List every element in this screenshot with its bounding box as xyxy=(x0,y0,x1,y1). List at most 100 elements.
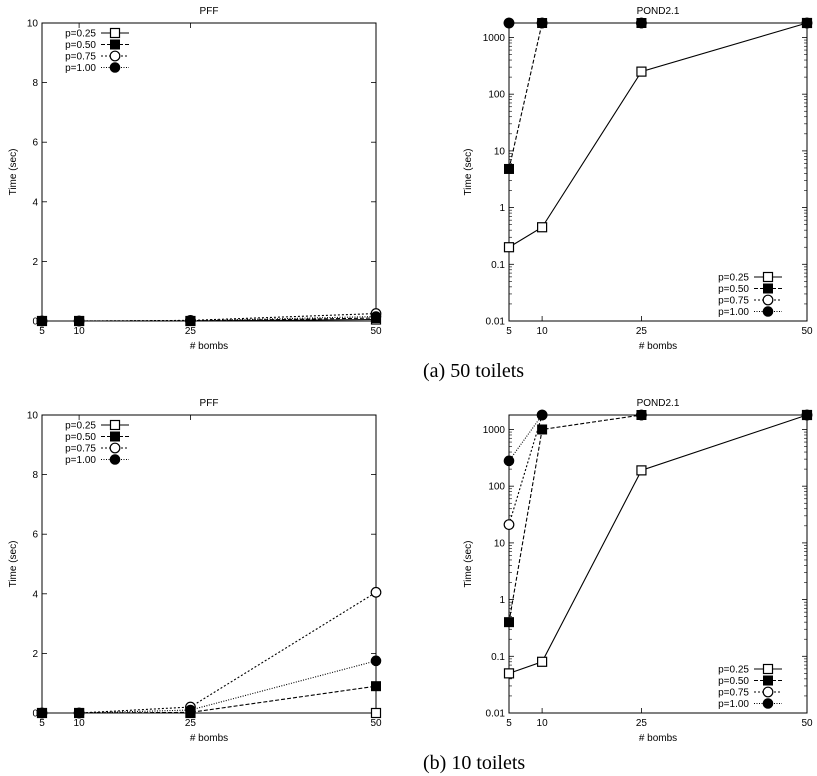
data-point-p=1.00 xyxy=(536,409,548,421)
legend-marker-p=0.25 xyxy=(109,419,121,431)
chart-2: PFF 0 2 4 6 8 10 5 10 25 50 # bombs Time (sec) p=0.25… xyxy=(8,398,382,744)
legend-marker-p=1.00 xyxy=(109,62,121,73)
y-tick-label: 10 xyxy=(27,411,39,422)
legend-marker-p=0.50 xyxy=(763,283,773,294)
y-tick-label: 1000 xyxy=(483,425,506,436)
legend-label: p=0.75 xyxy=(65,52,96,63)
data-point-p=1.00 xyxy=(801,17,813,29)
legend-label: p=0.75 xyxy=(718,688,749,699)
y-tick-label: 1 xyxy=(499,595,505,606)
legend-marker-p=1.00 xyxy=(109,454,121,465)
y-axis-label: Time (sec) xyxy=(463,149,474,196)
x-tick-label: 10 xyxy=(537,718,549,729)
x-tick-label: 50 xyxy=(801,326,813,337)
x-tick-label: 25 xyxy=(185,326,197,337)
y-tick-label: 10 xyxy=(494,146,506,157)
legend-marker-p=0.25 xyxy=(762,663,774,675)
chart-1: POND2.1 0.01 0.1 1 10 100 1000 5 10 25 50 # bombs Ti… xyxy=(463,6,813,352)
x-tick-label: 5 xyxy=(506,326,512,337)
y-tick-label: 0.01 xyxy=(486,709,506,720)
y-tick-label: 6 xyxy=(32,138,38,149)
chart-3: POND2.1 0.01 0.1 1 10 100 1000 5 10 25 50 # bombs Ti… xyxy=(463,398,813,744)
data-point-p=0.25 xyxy=(537,222,548,233)
data-point-p=1.00 xyxy=(73,707,85,719)
y-tick-label: 8 xyxy=(32,78,38,89)
x-axis-label: # bombs xyxy=(190,341,228,352)
data-point-p=1.00 xyxy=(370,655,382,667)
series-line-p=0.75 xyxy=(42,591,377,714)
legend-label: p=1.00 xyxy=(65,455,96,466)
y-tick-label: 2 xyxy=(32,649,38,660)
y-tick-label: 0 xyxy=(32,317,38,328)
legend-marker-p=1.00 xyxy=(762,306,774,317)
series-line-p=0.25 xyxy=(508,414,808,674)
data-point-p=0.75 xyxy=(370,586,382,598)
caption-a: (a) 50 toilets xyxy=(423,360,525,382)
data-point-p=1.00 xyxy=(185,315,196,327)
legend-label: p=0.50 xyxy=(65,40,96,51)
series-line-p=1.00 xyxy=(42,315,377,322)
legend-marker-p=0.75 xyxy=(109,442,121,454)
data-point-p=0.25 xyxy=(503,242,515,253)
caption-b: (b) 10 toilets xyxy=(423,752,526,774)
y-axis-label: Time (sec) xyxy=(463,541,474,588)
legend-label: p=0.50 xyxy=(718,676,749,687)
series-line-p=1.00 xyxy=(508,414,807,462)
x-tick-label: 10 xyxy=(74,326,86,337)
legend-marker-p=0.75 xyxy=(762,294,774,306)
x-tick-label: 25 xyxy=(636,718,648,729)
series-line-p=0.75 xyxy=(508,414,807,525)
legend-label: p=0.50 xyxy=(65,432,96,443)
legend-label: p=1.00 xyxy=(65,63,96,74)
series-line-p=0.50 xyxy=(42,685,377,714)
x-tick-label: 50 xyxy=(801,718,813,729)
x-tick-label: 50 xyxy=(370,718,382,729)
legend-label: p=0.75 xyxy=(718,296,749,307)
data-point-p=1.00 xyxy=(36,315,48,327)
data-point-p=0.75 xyxy=(503,519,515,531)
data-point-p=1.00 xyxy=(370,311,382,322)
legend-label: p=0.50 xyxy=(718,284,749,295)
y-tick-label: 6 xyxy=(32,530,38,541)
legend-marker-p=0.25 xyxy=(109,27,121,39)
x-tick-label: 25 xyxy=(185,718,197,729)
legend-label: p=0.25 xyxy=(718,273,749,284)
data-point-p=1.00 xyxy=(536,17,548,29)
chart-title: POND2.1 xyxy=(637,398,680,409)
y-tick-label: 0.01 xyxy=(486,317,506,328)
legend-label: p=0.75 xyxy=(65,444,96,455)
series-line-p=1.00 xyxy=(42,660,377,714)
x-axis-label: # bombs xyxy=(639,733,677,744)
x-tick-label: 5 xyxy=(39,326,45,337)
x-tick-label: 25 xyxy=(636,326,648,337)
y-tick-label: 10 xyxy=(27,19,39,30)
y-tick-label: 0.1 xyxy=(491,260,505,271)
legend-marker-p=1.00 xyxy=(762,698,774,709)
data-point-p=0.50 xyxy=(504,163,514,174)
plot-frame xyxy=(508,22,808,322)
legend-label: p=0.25 xyxy=(65,421,96,432)
data-point-p=0.25 xyxy=(537,656,548,667)
plot-frame xyxy=(508,414,808,714)
data-point-p=1.00 xyxy=(636,409,647,421)
legend-label: p=0.25 xyxy=(65,29,96,40)
x-tick-label: 5 xyxy=(39,718,45,729)
legend-label: p=1.00 xyxy=(718,699,749,710)
x-axis-label: # bombs xyxy=(190,733,228,744)
x-tick-label: 10 xyxy=(537,326,549,337)
data-point-p=1.00 xyxy=(36,707,48,719)
legend-marker-p=0.75 xyxy=(762,686,774,698)
y-tick-label: 4 xyxy=(32,589,38,600)
y-tick-label: 10 xyxy=(494,538,506,549)
series-line-p=0.50 xyxy=(508,22,807,170)
data-point-p=1.00 xyxy=(503,17,515,29)
y-tick-label: 100 xyxy=(488,90,505,101)
x-tick-label: 50 xyxy=(370,326,382,337)
y-tick-label: 4 xyxy=(32,197,38,208)
x-axis-label: # bombs xyxy=(639,341,677,352)
y-tick-label: 0 xyxy=(32,709,38,720)
data-point-p=0.25 xyxy=(636,66,647,77)
legend-marker-p=0.75 xyxy=(109,50,121,62)
y-tick-label: 0.1 xyxy=(491,652,505,663)
legend-marker-p=0.50 xyxy=(110,431,120,442)
